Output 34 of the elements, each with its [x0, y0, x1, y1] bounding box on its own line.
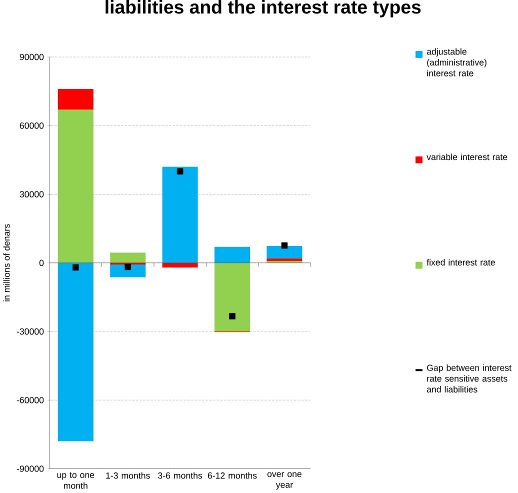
y-tick-label: -60000: [16, 397, 44, 404]
point: [124, 264, 132, 270]
y-tick-label: -30000: [16, 328, 44, 335]
legend-label: Gap between interest rate sensitive assets and liabilities: [426, 364, 512, 393]
bar: [58, 110, 94, 263]
x-tick-label: over one year: [267, 472, 302, 490]
y-tick-label: 0: [39, 260, 44, 266]
bar: [214, 246, 250, 263]
bar: [162, 166, 198, 263]
bar: [110, 252, 146, 263]
bar: [162, 262, 198, 268]
x-tick-label: 3-6 months: [158, 472, 202, 479]
point: [229, 313, 236, 320]
bar: [214, 262, 250, 332]
x-tick-label: 1-3 months: [106, 472, 150, 479]
x-tick-label: 6-12 months: [208, 472, 257, 479]
bar: [110, 264, 146, 278]
y-tick-label: -90000: [16, 466, 44, 472]
bar: [266, 258, 302, 262]
legend-label: fixed interest rate: [426, 259, 495, 266]
legend-label: variable interest rate: [426, 154, 508, 160]
x-tick-label: up to one month: [57, 472, 94, 489]
chart-title: liabilities and the interest rate types: [106, 0, 421, 18]
bar: [58, 262, 94, 442]
y-axis-title: in millions of denars: [3, 224, 10, 302]
point: [72, 264, 79, 271]
y-tick-label: 30000: [20, 191, 44, 198]
bar: [266, 246, 302, 258]
y-tick-label: 90000: [20, 54, 44, 60]
point: [281, 242, 288, 249]
y-tick-label: 60000: [20, 122, 44, 129]
point: [176, 168, 184, 175]
bar: [58, 89, 94, 110]
legend-label: adjustable (administrative) interest rate: [426, 48, 486, 76]
